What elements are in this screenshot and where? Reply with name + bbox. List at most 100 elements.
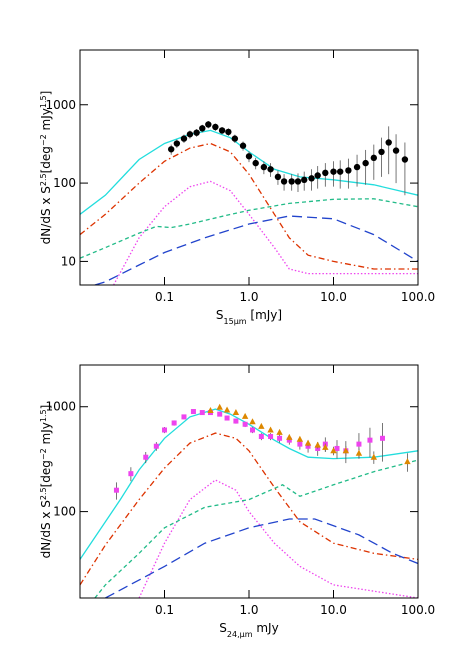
data-point bbox=[294, 178, 302, 185]
data-point bbox=[322, 443, 329, 450]
curve bbox=[80, 129, 418, 215]
data-point bbox=[342, 447, 350, 454]
curve bbox=[80, 198, 418, 259]
y-tick-label: 100 bbox=[53, 505, 76, 519]
plot-area bbox=[80, 121, 418, 285]
plot-area bbox=[80, 403, 418, 598]
y-axis-label-part: 1.5 bbox=[39, 95, 48, 108]
y-axis-label: dN/dS x S2.5[deg−2 mJy1.5] bbox=[39, 405, 54, 559]
x-axis-label-part: 24,μm bbox=[227, 630, 253, 639]
curve bbox=[138, 479, 418, 598]
data-point bbox=[199, 410, 205, 416]
data-point bbox=[378, 148, 385, 156]
y-axis-label-part: dN/dS x S bbox=[39, 500, 53, 558]
data-point bbox=[280, 178, 288, 185]
data-point bbox=[216, 403, 223, 410]
x-axis-label-part: [mJy] bbox=[247, 308, 283, 322]
y-axis-label-part: mJy bbox=[39, 108, 53, 134]
data-point bbox=[300, 176, 308, 184]
data-point bbox=[225, 128, 232, 136]
data-point bbox=[370, 154, 378, 162]
data-point bbox=[362, 159, 369, 167]
x-tick-label: 1.0 bbox=[239, 603, 258, 617]
y-tick-label: 100 bbox=[53, 176, 76, 190]
data-point bbox=[336, 168, 344, 175]
data-point bbox=[233, 418, 239, 424]
y-axis-label-part: dN/dS x S bbox=[39, 186, 53, 244]
data-point bbox=[267, 166, 274, 173]
data-point bbox=[308, 175, 315, 182]
data-point bbox=[223, 406, 231, 413]
data-point bbox=[162, 427, 167, 433]
data-point bbox=[370, 453, 378, 460]
y-tick-label: 1000 bbox=[45, 400, 76, 414]
data-point bbox=[314, 441, 321, 448]
data-point bbox=[314, 172, 321, 179]
data-point bbox=[190, 409, 196, 415]
data-point bbox=[330, 447, 337, 454]
data-point bbox=[217, 411, 223, 417]
data-point bbox=[404, 458, 411, 465]
data-point bbox=[239, 142, 247, 149]
data-point bbox=[353, 163, 361, 171]
data-point bbox=[367, 437, 373, 443]
y-axis-label-part: −2 bbox=[39, 134, 48, 146]
data-point bbox=[260, 163, 268, 171]
data-point bbox=[232, 409, 240, 416]
data-point bbox=[241, 412, 249, 419]
y-axis-label-part: ] bbox=[39, 405, 53, 410]
data-point bbox=[330, 168, 337, 175]
data-point bbox=[267, 426, 274, 433]
data-point bbox=[355, 449, 363, 456]
x-axis-label: S24,μm mJy bbox=[219, 621, 278, 639]
x-axis-label-part: mJy bbox=[253, 621, 279, 635]
y-tick-label: 10 bbox=[61, 254, 76, 268]
x-tick-label: 100.0 bbox=[401, 290, 435, 304]
curve bbox=[113, 180, 418, 285]
curve bbox=[105, 518, 418, 598]
data-point bbox=[258, 422, 265, 429]
data-point bbox=[153, 443, 159, 449]
data-point bbox=[288, 178, 295, 185]
data-point bbox=[345, 167, 352, 174]
data-point bbox=[356, 441, 362, 447]
curve bbox=[94, 459, 418, 598]
data-point bbox=[401, 156, 409, 163]
data-point bbox=[276, 428, 283, 435]
data-point bbox=[392, 147, 400, 154]
data-point bbox=[297, 441, 303, 447]
x-tick-label: 10.0 bbox=[320, 290, 347, 304]
data-point bbox=[199, 125, 206, 132]
data-point bbox=[181, 414, 187, 420]
x-tick-label: 100.0 bbox=[401, 603, 435, 617]
data-point bbox=[268, 434, 274, 440]
data-point bbox=[167, 146, 175, 153]
data-point bbox=[258, 434, 264, 440]
data-point bbox=[180, 135, 188, 142]
y-axis-label-part: ] bbox=[39, 91, 53, 96]
data-point bbox=[277, 435, 283, 441]
data-point bbox=[224, 415, 230, 421]
data-point bbox=[205, 121, 212, 128]
x-tick-label: 10.0 bbox=[320, 603, 347, 617]
data-point bbox=[193, 129, 200, 136]
data-point bbox=[296, 435, 304, 442]
data-point bbox=[286, 433, 293, 440]
curve bbox=[80, 408, 418, 560]
y-tick-label: 1000 bbox=[45, 98, 76, 112]
data-point bbox=[245, 153, 253, 160]
x-axis-label-part: S bbox=[216, 308, 224, 322]
x-axis-label: S15μm [mJy] bbox=[216, 308, 282, 326]
data-point bbox=[274, 173, 282, 181]
data-point bbox=[379, 435, 385, 441]
x-axis-label-part: S bbox=[219, 621, 227, 635]
plot-frame bbox=[79, 364, 419, 599]
y-axis-label-part: 1.5 bbox=[39, 409, 48, 422]
data-point bbox=[171, 420, 177, 426]
data-point bbox=[252, 159, 259, 167]
x-tick-label: 1.0 bbox=[239, 290, 258, 304]
data-point bbox=[128, 471, 134, 477]
y-axis-label-part: 2.5 bbox=[39, 487, 48, 500]
data-point bbox=[249, 418, 256, 425]
